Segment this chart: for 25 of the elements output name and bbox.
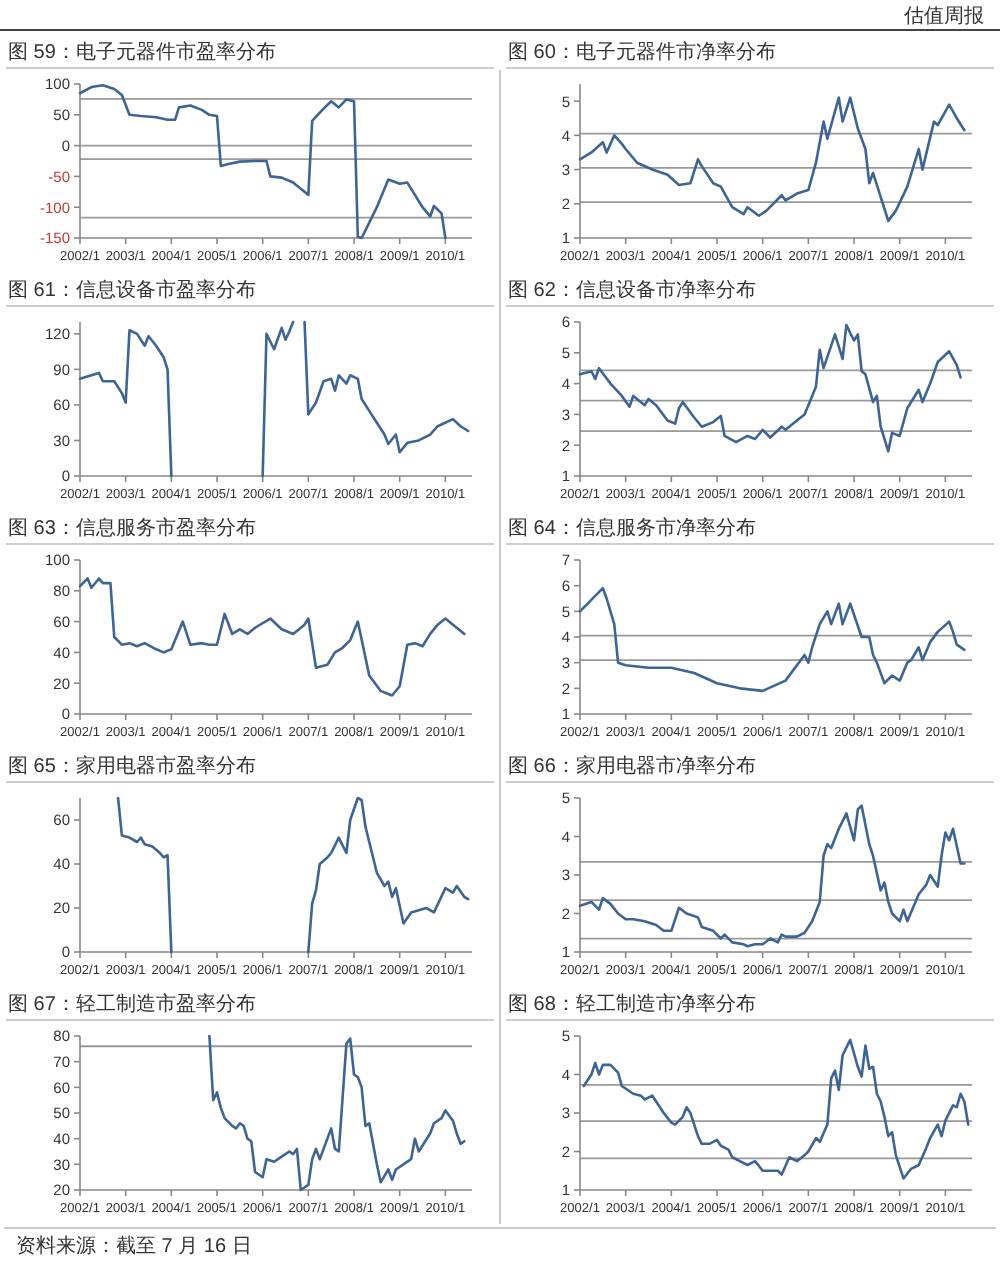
line-series (582, 1038, 970, 1180)
chart-title: 图 65：家用电器市盈率分布 (8, 754, 256, 778)
chart-title: 图 66：家用电器市净率分布 (508, 754, 756, 778)
chart-title: 图 59：电子元器件市盈率分布 (8, 40, 276, 64)
line-series (307, 796, 470, 954)
line-series (303, 320, 470, 454)
chart-title: 图 64：信息服务市净率分布 (508, 516, 756, 540)
line-series (116, 796, 173, 954)
line-series (578, 323, 962, 453)
text: 资料来源：截至 7 月 16 日 (16, 1234, 252, 1258)
line-series (78, 577, 466, 697)
line-series (578, 586, 966, 693)
line-series (78, 329, 173, 478)
chart-title: 图 62：信息设备市净率分布 (508, 278, 756, 302)
chart-title: 图 60：电子元器件市净率分布 (508, 40, 776, 64)
chart-title: 图 67：轻工制造市盈率分布 (8, 992, 256, 1016)
line-series (578, 96, 966, 223)
chart-title: 图 63：信息服务市盈率分布 (8, 516, 256, 540)
line-series (261, 320, 295, 478)
chart-title: 图 68：轻工制造市净率分布 (508, 992, 756, 1016)
line-series (78, 83, 447, 240)
text: 估值周报 (904, 4, 984, 28)
chart-title: 图 61：信息设备市盈率分布 (8, 278, 256, 302)
line-series (578, 804, 966, 948)
line-series (208, 1034, 466, 1192)
